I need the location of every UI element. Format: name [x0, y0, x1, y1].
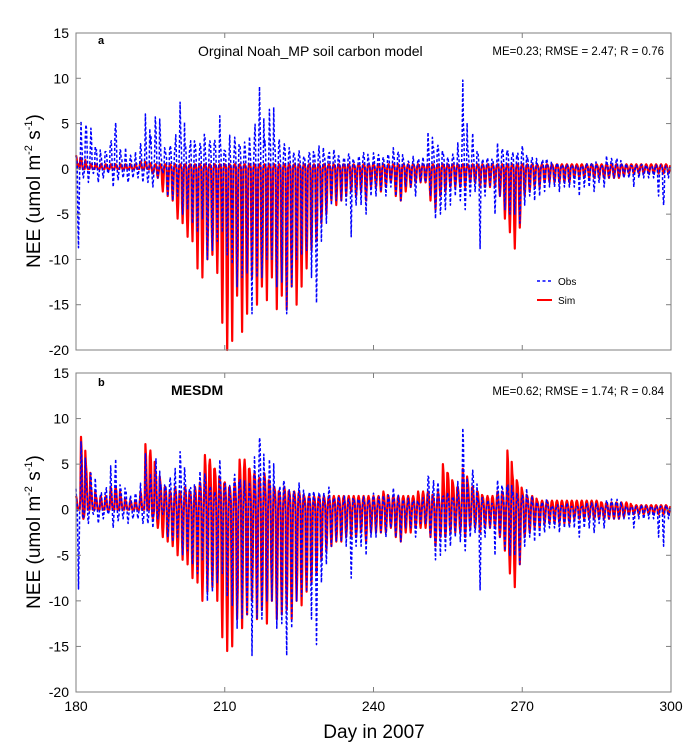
panel-b: -20 -15 -10 -5 0 5 10 15 180 210 240 270 300 b MESD…	[23, 365, 683, 743]
y-tick-label: -5	[57, 547, 70, 563]
series-line-obs	[75, 79, 672, 315]
panel-b-ylabel-sup1: -2	[23, 486, 35, 496]
panel-b-letter: b	[98, 377, 105, 389]
panel-a-letter: a	[98, 35, 105, 47]
y-tick-label: 0	[61, 502, 69, 518]
panel-b-ticks	[76, 373, 671, 692]
panel-b-ylabel-sup2: -1	[23, 462, 35, 472]
y-tick-label: 0	[61, 161, 69, 177]
panel-a-ticks	[76, 33, 671, 350]
series-line-sim	[74, 435, 672, 653]
y-tick-label: -5	[57, 206, 70, 222]
panel-a-ylabel-main: NEE (umol m	[24, 155, 45, 268]
panel-a-ylabel-end: )	[24, 114, 45, 120]
y-tick-label: -15	[49, 297, 69, 313]
panel-a-ylabel-mid: s	[24, 130, 45, 145]
panel-b-ylabel-mid: s	[24, 471, 45, 486]
y-tick-label: 15	[53, 25, 69, 41]
x-tick-label: 240	[362, 698, 386, 714]
panel-b-axes-frame	[75, 372, 672, 693]
panel-a-series-layer	[74, 79, 672, 352]
x-tick-label: 300	[659, 698, 683, 714]
panel-b-ylabel-end: )	[24, 455, 45, 461]
panel-b-y-axis-title: NEE (umol m-2 s-1)	[23, 455, 45, 609]
panel-a-ylabel-sup2: -1	[23, 121, 35, 131]
legend-sim-label: Sim	[558, 296, 575, 307]
y-tick-label: 15	[53, 365, 69, 381]
y-tick-label: 5	[61, 456, 69, 472]
panel-a-y-axis-title: NEE (umol m-2 s-1)	[23, 114, 45, 268]
y-tick-label: -20	[49, 342, 69, 358]
series-line-sim	[74, 155, 672, 352]
panel-a-axes-frame	[75, 32, 672, 351]
y-tick-label: -10	[49, 251, 69, 267]
legend-obs-label: Obs	[558, 277, 576, 288]
y-tick-label: -10	[49, 593, 69, 609]
y-tick-label: 10	[53, 411, 69, 427]
panel-b-stats: ME=0.62; RMSE = 1.74; R = 0.84	[492, 386, 664, 398]
y-tick-label: -15	[49, 638, 69, 654]
legend: Obs Sim	[537, 277, 576, 307]
panel-a-ylabel-sup1: -2	[23, 145, 35, 155]
panel-a: -20 -15 -10 -5 0 5 10 15 a Orginal Noah_MP soil…	[23, 25, 672, 358]
series-line-obs	[75, 427, 672, 657]
panel-b-series-layer	[74, 427, 672, 657]
panel-b-x-tick-labels: 180 210 240 270 300	[64, 698, 683, 714]
panel-a-stats: ME=0.23; RMSE = 2.47; R = 0.76	[492, 46, 664, 58]
panel-a-y-tick-labels: -20 -15 -10 -5 0 5 10 15	[49, 25, 69, 358]
y-tick-label: 10	[53, 70, 69, 86]
panel-b-title: MESDM	[171, 382, 223, 398]
y-tick-label: 5	[61, 116, 69, 132]
x-tick-label: 210	[213, 698, 237, 714]
x-tick-label: 270	[511, 698, 535, 714]
x-tick-label: 180	[64, 698, 88, 714]
panel-b-y-tick-labels: -20 -15 -10 -5 0 5 10 15	[49, 365, 69, 700]
panel-b-ylabel-main: NEE (umol m	[24, 496, 45, 609]
panel-a-title: Orginal Noah_MP soil carbon model	[198, 43, 423, 59]
y-tick-label: -20	[49, 684, 69, 700]
x-axis-title: Day in 2007	[323, 722, 424, 743]
